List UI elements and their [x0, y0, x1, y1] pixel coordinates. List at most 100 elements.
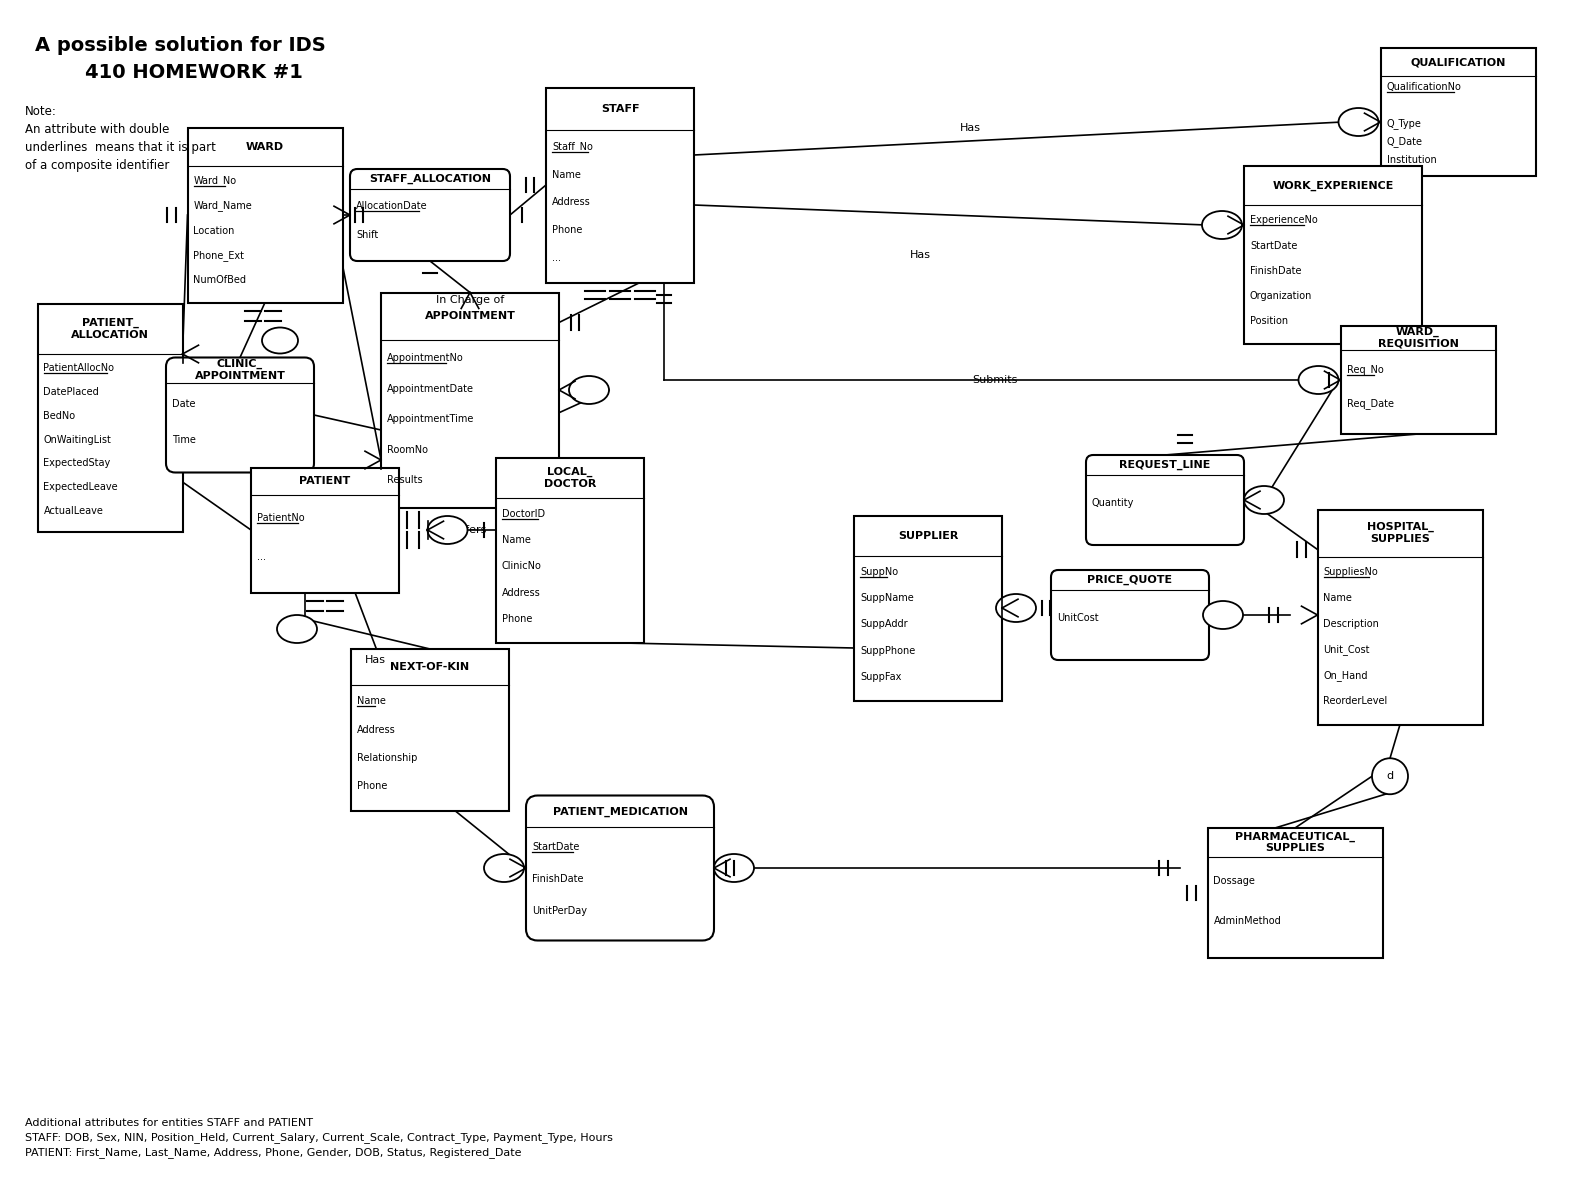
Text: Shift: Shift: [356, 231, 378, 240]
Ellipse shape: [714, 854, 754, 883]
Text: ReorderLevel: ReorderLevel: [1323, 697, 1388, 706]
Text: STAFF: STAFF: [601, 104, 639, 114]
Ellipse shape: [569, 376, 609, 405]
Ellipse shape: [483, 854, 525, 883]
Text: Name: Name: [552, 169, 580, 180]
Text: ExpectedStay: ExpectedStay: [43, 458, 111, 468]
Text: Note:
An attribute with double
underlines  means that it is part
of a composite : Note: An attribute with double underline…: [25, 105, 216, 172]
Text: PHARMACEUTICAL_
SUPPLIES: PHARMACEUTICAL_ SUPPLIES: [1235, 832, 1355, 853]
Text: WORK_EXPERIENCE: WORK_EXPERIENCE: [1272, 181, 1394, 190]
Text: DoctorID: DoctorID: [502, 509, 545, 519]
Text: ClinicNo: ClinicNo: [502, 562, 542, 571]
Text: SUPPLIER: SUPPLIER: [898, 531, 959, 541]
Text: ExpectedLeave: ExpectedLeave: [43, 481, 118, 492]
Text: Staff_No: Staff_No: [552, 142, 593, 153]
Ellipse shape: [1339, 108, 1379, 136]
Text: A possible solution for IDS: A possible solution for IDS: [35, 35, 326, 54]
Text: Address: Address: [358, 724, 396, 735]
Text: PRICE_QUOTE: PRICE_QUOTE: [1088, 575, 1172, 586]
Text: Dossage: Dossage: [1213, 875, 1256, 886]
Bar: [1207, 828, 1382, 958]
Text: PATIENT_
ALLOCATION: PATIENT_ ALLOCATION: [72, 318, 149, 340]
Text: Description: Description: [1323, 619, 1380, 629]
Text: StartDate: StartDate: [1250, 240, 1297, 251]
Text: DatePlaced: DatePlaced: [43, 387, 99, 397]
Text: AppointmentTime: AppointmentTime: [386, 414, 474, 424]
Text: Location: Location: [194, 226, 235, 235]
FancyBboxPatch shape: [350, 169, 510, 261]
Text: NumOfBed: NumOfBed: [194, 276, 246, 285]
Text: WARD: WARD: [246, 142, 285, 151]
Text: Submits: Submits: [973, 375, 1018, 384]
FancyBboxPatch shape: [1086, 455, 1243, 545]
Ellipse shape: [1202, 211, 1242, 239]
Bar: [1380, 49, 1536, 176]
Text: Phone: Phone: [552, 225, 582, 235]
Text: Quantity: Quantity: [1092, 498, 1134, 508]
Text: Address: Address: [502, 588, 541, 597]
Text: Relationship: Relationship: [358, 752, 417, 763]
Text: Ward_Name: Ward_Name: [194, 200, 253, 211]
Text: Phone: Phone: [502, 614, 533, 623]
Bar: [1340, 327, 1496, 434]
Text: Additional attributes for entities STAFF and PATIENT
STAFF: DOB, Sex, NIN, Posit: Additional attributes for entities STAFF…: [25, 1118, 612, 1158]
Text: d: d: [1386, 771, 1393, 781]
Text: QualificationNo: QualificationNo: [1386, 82, 1461, 92]
Text: SuppPhone: SuppPhone: [860, 646, 916, 655]
Text: FinishDate: FinishDate: [1250, 266, 1302, 276]
Text: On_Hand: On_Hand: [1323, 670, 1367, 681]
Text: Has: Has: [959, 123, 981, 132]
Text: StartDate: StartDate: [533, 842, 579, 852]
Text: Time: Time: [172, 435, 196, 445]
Ellipse shape: [1243, 486, 1285, 513]
Text: PATIENT_MEDICATION: PATIENT_MEDICATION: [552, 807, 687, 816]
Ellipse shape: [428, 516, 467, 544]
Bar: [188, 128, 342, 303]
Bar: [251, 467, 399, 593]
Text: PATIENT: PATIENT: [299, 477, 351, 486]
Ellipse shape: [995, 594, 1037, 622]
Text: SuppName: SuppName: [860, 593, 914, 603]
Bar: [38, 304, 183, 532]
Text: Has: Has: [909, 250, 930, 260]
Text: Results: Results: [386, 476, 423, 485]
Text: PatientNo: PatientNo: [258, 513, 305, 523]
Text: PatientAllocNo: PatientAllocNo: [43, 363, 114, 374]
FancyBboxPatch shape: [1051, 570, 1208, 660]
Text: WARD_
REQUISITION: WARD_ REQUISITION: [1377, 327, 1458, 349]
Text: AdminMethod: AdminMethod: [1213, 917, 1282, 926]
Text: UnitPerDay: UnitPerDay: [533, 906, 587, 917]
Text: Req_Date: Req_Date: [1347, 399, 1393, 409]
Text: ActualLeave: ActualLeave: [43, 505, 103, 516]
Bar: [351, 649, 509, 812]
Text: NEXT-OF-KIN: NEXT-OF-KIN: [391, 661, 469, 672]
Text: LOCAL_
DOCTOR: LOCAL_ DOCTOR: [544, 467, 596, 489]
Ellipse shape: [262, 328, 297, 354]
Text: Name: Name: [502, 535, 531, 545]
Text: ExperienceNo: ExperienceNo: [1250, 215, 1318, 225]
Text: Ward_No: Ward_No: [194, 175, 237, 187]
Ellipse shape: [1204, 601, 1243, 629]
Text: Name: Name: [1323, 593, 1353, 603]
Text: STAFF_ALLOCATION: STAFF_ALLOCATION: [369, 174, 491, 185]
Text: SuppNo: SuppNo: [860, 567, 898, 577]
Text: CLINIC_
APPOINTMENT: CLINIC_ APPOINTMENT: [194, 360, 286, 381]
Text: BedNo: BedNo: [43, 411, 76, 421]
Ellipse shape: [277, 615, 316, 644]
Text: Date: Date: [172, 400, 196, 409]
Text: Req_No: Req_No: [1347, 364, 1383, 375]
FancyBboxPatch shape: [526, 795, 714, 940]
Text: Phone: Phone: [358, 781, 388, 790]
Text: Organization: Organization: [1250, 291, 1312, 300]
Text: AppointmentDate: AppointmentDate: [386, 383, 474, 394]
Text: ...: ...: [258, 552, 266, 562]
Text: Address: Address: [552, 198, 591, 207]
Text: SuppAddr: SuppAddr: [860, 620, 908, 629]
Text: AllocationDate: AllocationDate: [356, 201, 428, 212]
FancyBboxPatch shape: [165, 357, 313, 472]
Text: Institution: Institution: [1386, 155, 1436, 164]
Bar: [496, 458, 644, 642]
Bar: [545, 88, 693, 283]
Text: AppointmentNo: AppointmentNo: [386, 353, 464, 363]
Text: Name: Name: [358, 697, 386, 706]
